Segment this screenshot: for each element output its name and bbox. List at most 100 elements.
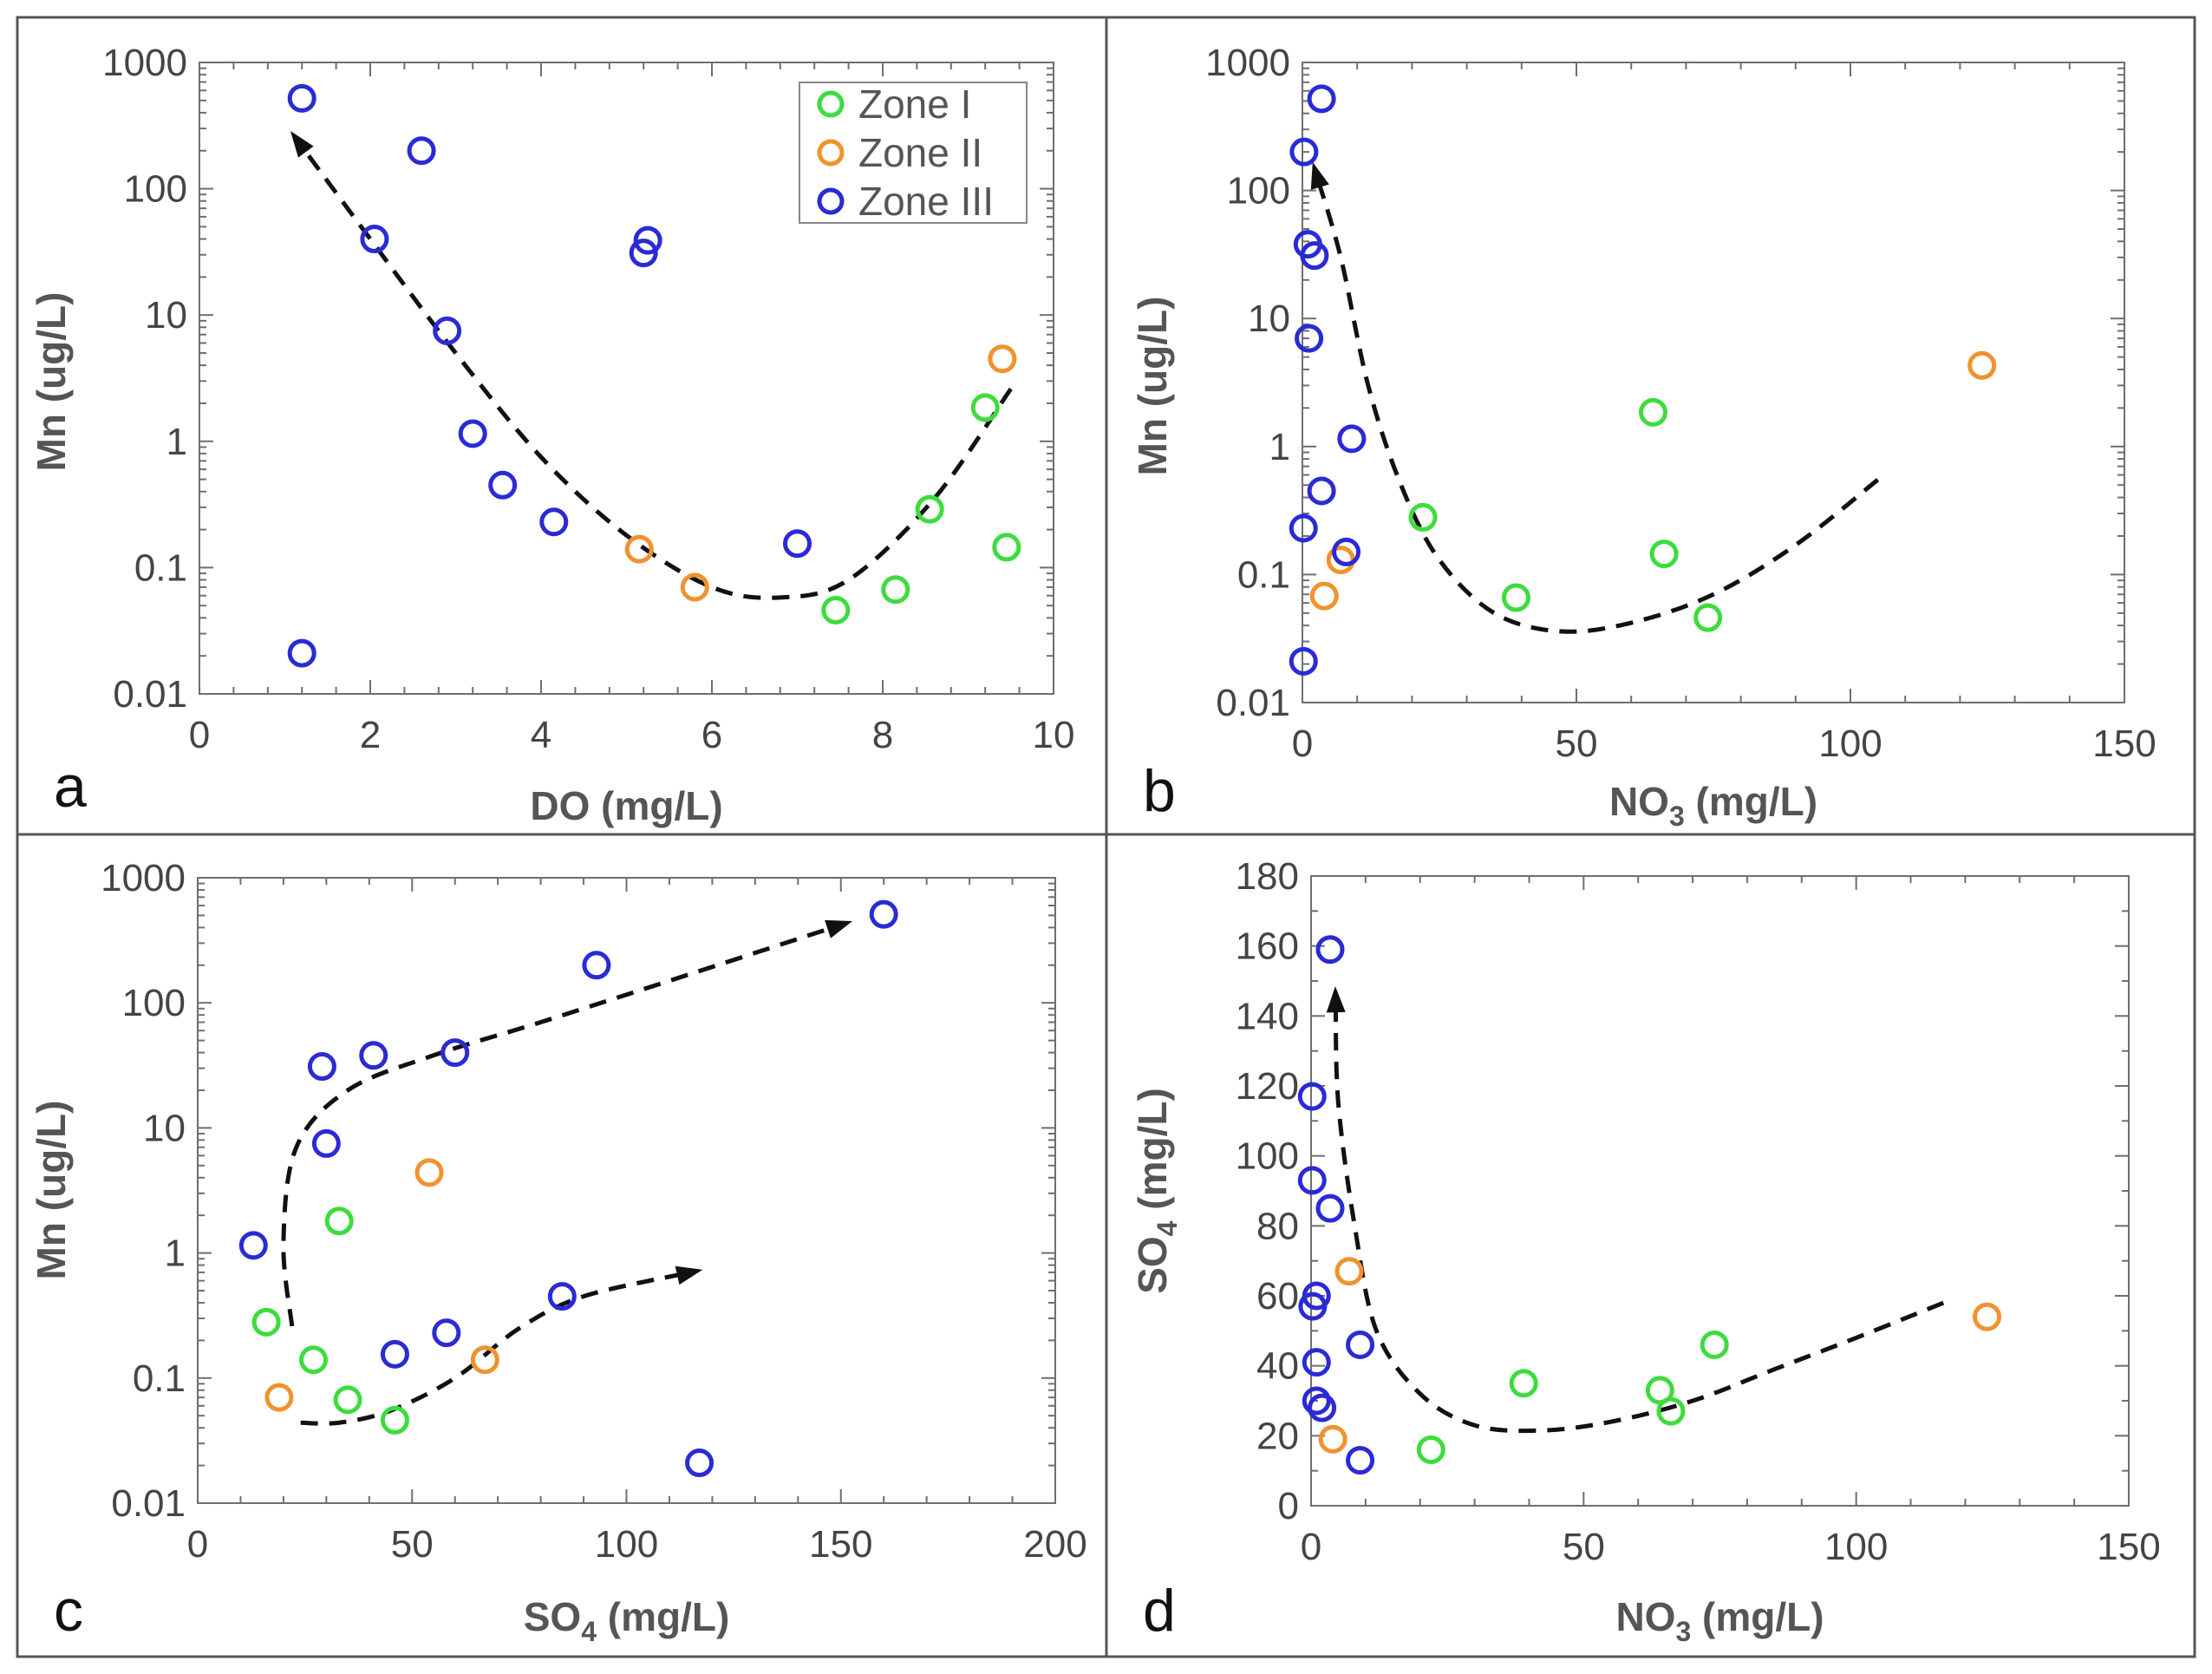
point-zone-ii [680, 572, 709, 602]
y-axis-title: Mn (ug/L) [29, 292, 74, 472]
point-zone-i [915, 494, 944, 524]
point-zone-i [1501, 583, 1530, 612]
x-axis-title-unit: (mg/L) [597, 1594, 729, 1639]
point-zone-i [1700, 1330, 1729, 1359]
point-zone-i [1509, 1369, 1538, 1398]
x-tick-label: 0 [189, 714, 210, 756]
point-zone-iii [287, 638, 316, 668]
point-zone-i [992, 533, 1021, 562]
point-zone-ii [1973, 1302, 2002, 1331]
point-zone-ii [414, 1158, 444, 1187]
legend-label-zone-iii: Zone III [858, 179, 994, 224]
legend-box [799, 82, 1028, 224]
point-zone-iii [488, 470, 518, 500]
x-tick-label: 50 [1563, 1526, 1605, 1568]
point-zone-iii [1289, 137, 1319, 167]
point-zone-i [299, 1345, 329, 1375]
x-axis-title-subscript: 3 [1675, 1616, 1691, 1647]
y-tick-label: 0.01 [1216, 682, 1290, 724]
y-tick-label: 80 [1256, 1205, 1299, 1247]
point-zone-i [1649, 539, 1679, 569]
x-axis-title-unit: (mg/L) [1691, 1594, 1824, 1639]
point-zone-iii [307, 1052, 336, 1082]
panel-letter: d [1143, 1578, 1176, 1644]
point-zone-iii [1295, 324, 1324, 353]
point-zone-iii [380, 1339, 409, 1369]
x-tick-label: 50 [391, 1523, 434, 1566]
point-zone-iii [1337, 424, 1367, 454]
point-zone-iii [407, 136, 436, 166]
point-zone-ii [1318, 1424, 1347, 1454]
trend-line-arrowhead [290, 130, 314, 158]
y-tick-label: 1000 [1205, 42, 1290, 84]
point-zone-iii [440, 1038, 470, 1068]
panel-letter: b [1143, 758, 1176, 824]
point-zone-iii [633, 226, 662, 255]
point-zone-ii [1967, 350, 1997, 380]
point-zone-iii [629, 239, 658, 268]
x-tick-label: 150 [2092, 723, 2156, 765]
point-zone-iii [1307, 84, 1336, 114]
point-zone-i [251, 1307, 281, 1337]
point-zone-iii [1297, 1166, 1327, 1195]
y-tick-label: 10 [1248, 298, 1290, 340]
point-zone-iii [1308, 1393, 1337, 1422]
x-tick-label: 200 [1023, 1523, 1086, 1566]
trend-line [1314, 173, 1880, 634]
trend-line [1333, 998, 1945, 1434]
point-zone-iii [1315, 935, 1345, 965]
y-tick-label: 180 [1236, 855, 1299, 898]
panel-letter: a [54, 754, 87, 820]
x-axis-title-subscript: 3 [1669, 801, 1685, 832]
y-tick-label: 160 [1236, 925, 1299, 968]
x-tick-label: 150 [2097, 1526, 2160, 1568]
point-zone-iii [783, 529, 812, 559]
x-axis-title-main: DO (mg/L) [530, 783, 722, 828]
y-tick-label: 0.1 [134, 546, 187, 589]
point-zone-i [1408, 502, 1438, 532]
y-tick-label: 10 [145, 294, 187, 337]
y-tick-label: 0 [1278, 1485, 1299, 1527]
point-zone-ii [988, 344, 1017, 374]
point-zone-iii [311, 1128, 341, 1158]
point-zone-i [881, 575, 910, 605]
legend: Zone I Zone II Zone III [799, 82, 1028, 224]
plot-frame [1302, 62, 2125, 703]
x-tick-label: 6 [701, 714, 722, 756]
legend-marker-zone-i [817, 90, 845, 118]
point-zone-iii [1289, 513, 1318, 543]
legend-label-zone-ii: Zone II [858, 130, 982, 175]
panel-b: 0 50 100 150 0.01 0.1 1 10 100 1000 NO3 (mg/L) Mn (… [1130, 42, 2157, 832]
trend-line-arrowhead [1310, 161, 1329, 190]
point-zone-iii [547, 1282, 577, 1311]
x-axis-title: NO3 (mg/L) [1615, 1594, 1824, 1647]
point-zone-ii [264, 1383, 294, 1412]
y-axis-title: SO4 (mg/L) [1130, 1088, 1183, 1294]
x-axis-title-main: NO [1615, 1594, 1675, 1639]
x-tick-label: 100 [1818, 723, 1882, 765]
panel-a: 0 2 4 6 8 10 0.01 0.1 1 10 100 1000 DO (mg/L) Mn (ug/… [29, 42, 1074, 828]
point-zone-iii [1346, 1330, 1375, 1359]
x-tick-label: 100 [595, 1523, 658, 1566]
y-axis-title: Mn (ug/L) [29, 1101, 74, 1280]
point-zone-i [380, 1405, 409, 1435]
point-zone-iii [1307, 476, 1336, 506]
point-zone-i [821, 596, 851, 625]
y-axis-title: Mn (ug/L) [1130, 297, 1175, 476]
point-zone-iii [238, 1231, 268, 1260]
y-tick-label: 0.01 [113, 673, 187, 716]
point-zone-iii [1346, 1446, 1375, 1475]
y-tick-label: 1 [166, 421, 187, 463]
point-zone-iii [433, 316, 462, 345]
panel-c: 0 50 100 150 200 0.01 0.1 1 10 100 1000 SO4 (mg/L) M… [29, 857, 1087, 1647]
trend-line-upper-arrowhead [825, 919, 853, 938]
x-tick-label: 0 [1301, 1526, 1321, 1568]
x-tick-label: 10 [1033, 714, 1075, 756]
y-tick-label: 10 [143, 1107, 186, 1149]
point-zone-iii [287, 83, 316, 113]
point-zone-ii [470, 1345, 499, 1375]
y-tick-label: 100 [1227, 170, 1290, 213]
point-zone-i [1416, 1435, 1445, 1464]
legend-marker-zone-iii [817, 187, 845, 215]
point-zone-ii [624, 534, 654, 564]
